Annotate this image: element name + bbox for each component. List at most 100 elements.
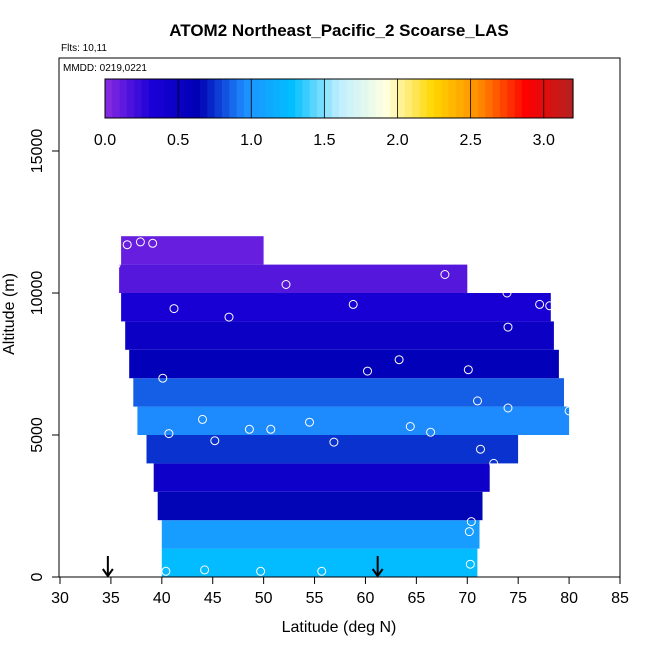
x-tick-label: 70 (458, 590, 476, 607)
plot-frame (58, 57, 621, 578)
colorbar-segment (222, 79, 230, 118)
colorbar-segment (258, 79, 267, 118)
flights-annotation: Flts: 10,11 (61, 43, 107, 54)
observation-point-24 (394, 355, 404, 365)
colorbar-segment (536, 79, 545, 118)
colorbar-segment (192, 79, 201, 118)
colorbar-segment (134, 79, 143, 118)
colorbar-segment (339, 79, 347, 118)
colorbar-segment (434, 79, 442, 118)
observation-point-31 (535, 299, 545, 309)
y-tick-label: 0 (29, 572, 46, 581)
colorbar-segment (499, 79, 508, 118)
observation-point-21 (564, 406, 574, 416)
colorbar-segment (426, 79, 435, 118)
observation-point-6 (464, 527, 474, 537)
observation-point-33 (502, 288, 512, 298)
colorbar-segment (419, 79, 428, 118)
colorbar-segment (105, 79, 113, 118)
colorbar-segment (456, 79, 464, 118)
colorbar-segment (265, 79, 274, 118)
colorbar-tick-label: 2.0 (386, 132, 408, 149)
observation-point-22 (158, 373, 168, 383)
x-tick-label: 50 (255, 590, 273, 607)
observation-point-8 (489, 458, 499, 468)
observation-point-7 (466, 517, 476, 527)
observation-point-15 (198, 414, 207, 424)
colorbar-segment (148, 79, 157, 118)
y-axis-label: Altitude (m) (1, 273, 18, 355)
x-tick-label: 45 (204, 590, 222, 607)
observation-point-16 (244, 424, 254, 434)
heatmap-cell-11 (121, 236, 264, 265)
colorbar-tick-label: 0.5 (167, 132, 189, 149)
observation-point-20 (541, 436, 551, 446)
arrow-marker-0 (102, 556, 114, 578)
colorbar-segment (236, 79, 245, 118)
observation-point-26 (473, 396, 482, 406)
observation-point-30 (348, 299, 358, 309)
colorbar-segment (324, 79, 333, 118)
colorbar-segment (119, 79, 128, 118)
colorbar-tick-label: 1.5 (313, 132, 335, 149)
colorbar-segment (287, 79, 296, 118)
colorbar-segment (331, 79, 340, 118)
observation-point-4 (465, 559, 475, 569)
observation-point-14 (164, 429, 174, 439)
colorbar-segment (309, 79, 318, 118)
colorbar-segment (317, 79, 325, 118)
x-tick-label: 75 (509, 590, 527, 607)
arrow-marker-1 (371, 556, 384, 578)
colorbar-segment (141, 79, 150, 118)
colorbar-segment (448, 79, 457, 118)
colorbar-segment (126, 79, 135, 118)
observation-point-12 (405, 422, 415, 431)
x-tick-label: 35 (102, 590, 120, 607)
observation-point-9 (476, 444, 485, 454)
colorbar-segment (463, 79, 472, 118)
colorbar-segment (382, 79, 391, 118)
x-tick-label: 65 (407, 590, 425, 607)
colorbar-segment (492, 79, 501, 118)
observation-point-11 (329, 437, 339, 447)
colorbar-segment (375, 79, 384, 118)
colorbar-segment (214, 79, 223, 118)
observation-point-32 (545, 301, 555, 311)
colorbar-segment (390, 79, 399, 118)
colorbar-tick-label: 3.0 (533, 132, 555, 149)
observation-points (111, 237, 574, 576)
colorbar-segment (243, 79, 252, 118)
colorbar-segment (251, 79, 260, 118)
heatmap-cell-8 (125, 321, 554, 350)
y-axis: 0 5000 10000 15000 (29, 129, 59, 581)
observation-point-35 (440, 270, 450, 279)
observation-point-17 (266, 424, 276, 434)
heatmap-cell-3 (153, 463, 490, 492)
observation-point-27 (503, 322, 513, 332)
arrow-markers (102, 556, 384, 578)
observation-point-3 (317, 566, 327, 576)
colorbar-segment (156, 79, 165, 118)
colorbar-segment (185, 79, 194, 118)
x-tick-label: 55 (306, 590, 324, 607)
observation-point-1 (200, 565, 210, 575)
colorbar-segment (485, 79, 494, 118)
observation-point-5 (479, 555, 489, 565)
observation-point-2 (256, 566, 266, 576)
x-tick-label: 60 (357, 590, 375, 607)
colorbar-segment (397, 79, 406, 118)
colorbar-segment (353, 79, 362, 118)
heatmap-cell-0 (161, 548, 478, 577)
date-annotation: MMDD: 0219,0221 (63, 63, 147, 74)
colorbar-segment (368, 79, 377, 118)
heatmap-cell-5 (137, 406, 570, 435)
x-tick-label: 85 (611, 590, 629, 607)
y-tick-label: 10000 (29, 271, 46, 316)
colorbar-segment (178, 79, 187, 118)
colorbar-tick-label: 2.5 (460, 132, 482, 149)
colorbar-segment (273, 79, 282, 118)
observation-point-18 (305, 417, 314, 427)
observation-point-38 (135, 237, 145, 247)
colorbar (104, 78, 574, 119)
observation-point-29 (169, 304, 179, 314)
